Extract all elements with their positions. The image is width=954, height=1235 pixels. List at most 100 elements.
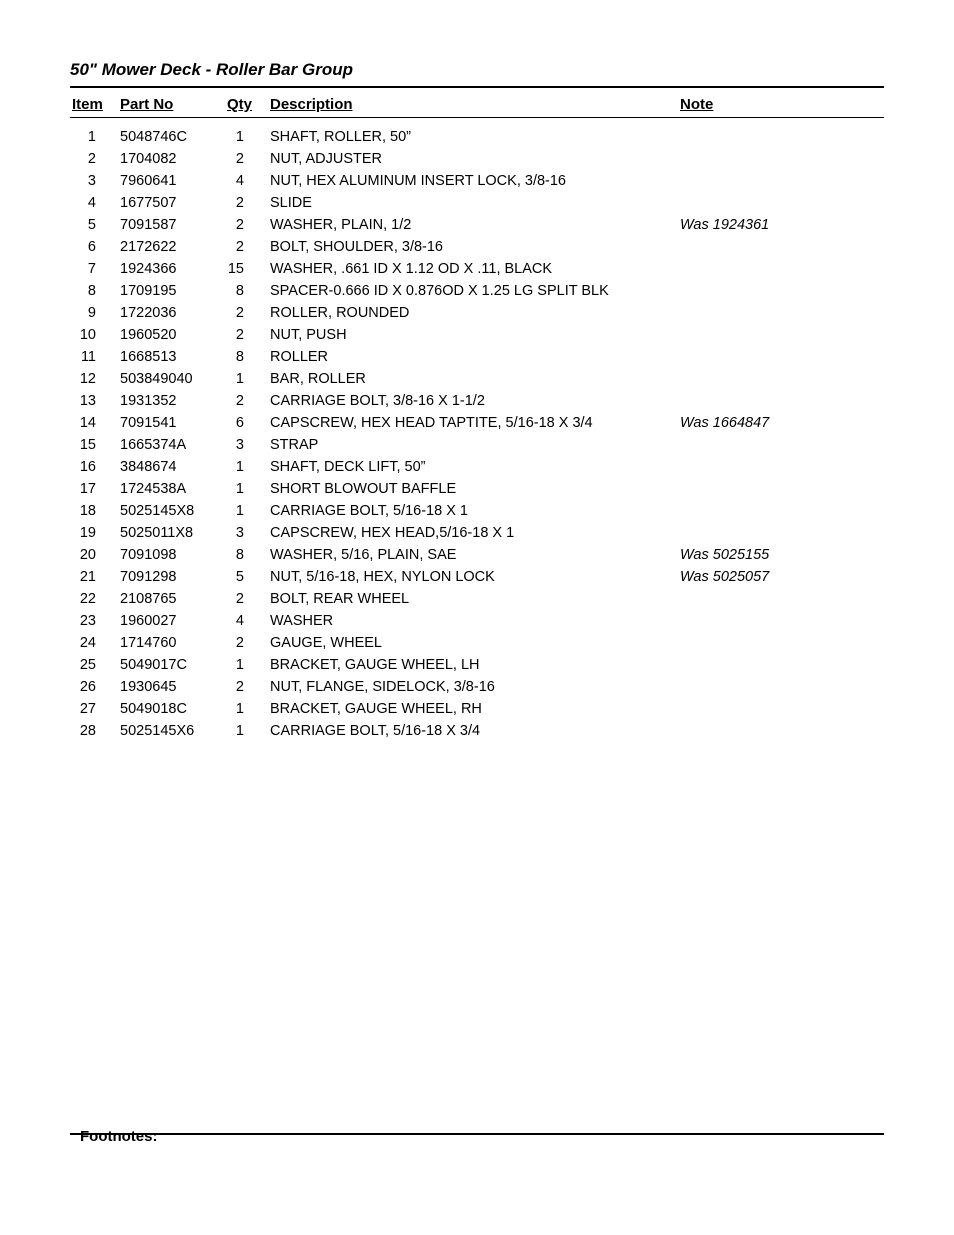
cell-note [680,679,840,695]
cell-description: NUT, FLANGE, SIDELOCK, 3/8-16 [270,679,680,695]
cell-partno: 7091298 [120,569,220,585]
cell-item: 6 [70,239,120,255]
cell-qty: 3 [220,437,270,453]
header-item: Item [70,96,120,113]
cell-item: 7 [70,261,120,277]
cell-note [680,503,840,519]
cell-qty: 8 [220,547,270,563]
cell-qty: 2 [220,195,270,211]
table-row: 1470915416CAPSCREW, HEX HEAD TAPTITE, 5/… [70,412,884,434]
cell-qty: 8 [220,349,270,365]
header-partno: Part No [120,96,220,113]
cell-description: NUT, HEX ALUMINUM INSERT LOCK, 3/8-16 [270,173,680,189]
cell-note [680,437,840,453]
table-row: 1638486741SHAFT, DECK LIFT, 50” [70,456,884,478]
cell-note [680,701,840,717]
table-row: 416775072SLIDE [70,192,884,214]
cell-description: CAPSCREW, HEX HEAD TAPTITE, 5/16-18 X 3/… [270,415,680,431]
cell-description: SHAFT, DECK LIFT, 50” [270,459,680,475]
cell-qty: 1 [220,657,270,673]
cell-partno: 5025011X8 [120,525,220,541]
cell-qty: 2 [220,217,270,233]
table-row: 2417147602GAUGE, WHEEL [70,632,884,654]
cell-partno: 5049018C [120,701,220,717]
cell-description: ROLLER [270,349,680,365]
cell-description: SPACER-0.666 ID X 0.876OD X 1.25 LG SPLI… [270,283,680,299]
cell-qty: 1 [220,723,270,739]
cell-item: 19 [70,525,120,541]
cell-partno: 5025145X6 [120,723,220,739]
footer-divider [70,1133,884,1135]
cell-item: 22 [70,591,120,607]
cell-description: WASHER, 5/16, PLAIN, SAE [270,547,680,563]
cell-note [680,393,840,409]
table-row: 185025145X81CARRIAGE BOLT, 5/16-18 X 1 [70,500,884,522]
table-row: 1319313522CARRIAGE BOLT, 3/8-16 X 1-1/2 [70,390,884,412]
cell-qty: 2 [220,679,270,695]
table-row: 817091958SPACER-0.666 ID X 0.876OD X 1.2… [70,280,884,302]
cell-note [680,459,840,475]
cell-qty: 8 [220,283,270,299]
cell-description: GAUGE, WHEEL [270,635,680,651]
cell-qty: 2 [220,239,270,255]
table-row: 1019605202NUT, PUSH [70,324,884,346]
cell-qty: 1 [220,129,270,145]
cell-qty: 1 [220,459,270,475]
cell-note [680,129,840,145]
cell-note [680,305,840,321]
cell-item: 18 [70,503,120,519]
table-row: 2221087652BOLT, REAR WHEEL [70,588,884,610]
table-row: 2619306452NUT, FLANGE, SIDELOCK, 3/8-16 [70,676,884,698]
cell-note [680,657,840,673]
cell-item: 27 [70,701,120,717]
cell-partno: 7091587 [120,217,220,233]
cell-note [680,371,840,387]
cell-qty: 2 [220,151,270,167]
cell-description: CAPSCREW, HEX HEAD,5/16-18 X 1 [270,525,680,541]
table-row: 2070910988WASHER, 5/16, PLAIN, SAEWas 50… [70,544,884,566]
cell-description: ROLLER, ROUNDED [270,305,680,321]
cell-item: 20 [70,547,120,563]
cell-note: Was 1924361 [680,217,840,233]
table-header-row: Item Part No Qty Description Note [70,88,884,118]
cell-item: 9 [70,305,120,321]
table-row: 217040822NUT, ADJUSTER [70,148,884,170]
cell-qty: 1 [220,371,270,387]
cell-note [680,173,840,189]
cell-description: BOLT, REAR WHEEL [270,591,680,607]
cell-description: CARRIAGE BOLT, 5/16-18 X 1 [270,503,680,519]
header-qty: Qty [220,96,270,113]
cell-partno: 1677507 [120,195,220,211]
table-row: 917220362ROLLER, ROUNDED [70,302,884,324]
cell-item: 8 [70,283,120,299]
cell-partno: 1668513 [120,349,220,365]
table-row: 570915872WASHER, PLAIN, 1/2Was 1924361 [70,214,884,236]
table-row: 1116685138ROLLER [70,346,884,368]
cell-description: STRAP [270,437,680,453]
cell-partno: 1960027 [120,613,220,629]
cell-item: 15 [70,437,120,453]
cell-description: SHAFT, ROLLER, 50” [270,129,680,145]
cell-item: 3 [70,173,120,189]
table-row: 15048746C1SHAFT, ROLLER, 50” [70,126,884,148]
cell-item: 17 [70,481,120,497]
cell-note: Was 5025057 [680,569,840,585]
header-note: Note [680,96,840,113]
cell-partno: 503849040 [120,371,220,387]
cell-partno: 1924366 [120,261,220,277]
cell-partno: 5025145X8 [120,503,220,519]
table-row: 255049017C1BRACKET, GAUGE WHEEL, LH [70,654,884,676]
cell-partno: 5048746C [120,129,220,145]
cell-item: 1 [70,129,120,145]
cell-item: 23 [70,613,120,629]
cell-partno: 2172622 [120,239,220,255]
cell-qty: 4 [220,173,270,189]
cell-item: 14 [70,415,120,431]
cell-item: 5 [70,217,120,233]
cell-qty: 2 [220,305,270,321]
cell-item: 4 [70,195,120,211]
cell-description: BAR, ROLLER [270,371,680,387]
table-row: 2319600274WASHER [70,610,884,632]
cell-note [680,261,840,277]
cell-partno: 1724538A [120,481,220,497]
